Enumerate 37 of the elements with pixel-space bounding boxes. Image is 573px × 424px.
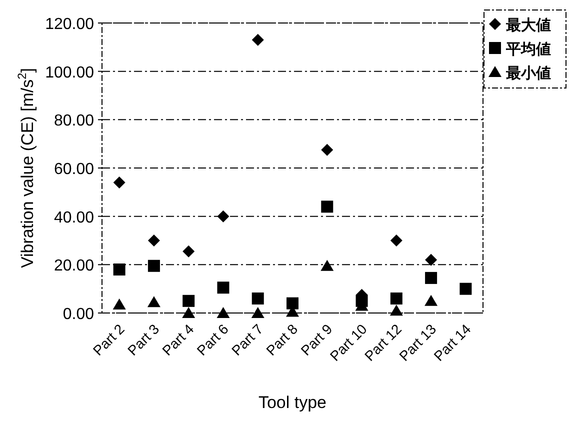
point xyxy=(217,282,230,294)
point xyxy=(390,234,402,246)
point xyxy=(321,200,334,213)
point xyxy=(286,297,298,310)
point xyxy=(460,282,472,295)
point xyxy=(148,234,160,246)
y-tick-label: 20.00 xyxy=(54,258,94,275)
legend-label: 最小値 xyxy=(505,65,551,82)
point xyxy=(147,296,160,308)
point xyxy=(113,176,126,188)
point xyxy=(425,254,438,266)
legend-label: 最大値 xyxy=(505,17,551,34)
point xyxy=(182,245,195,258)
point xyxy=(252,34,264,46)
point xyxy=(252,292,264,304)
point xyxy=(390,292,402,304)
point xyxy=(425,272,438,284)
legend-label: 平均値 xyxy=(505,41,551,58)
point xyxy=(321,144,334,156)
point xyxy=(216,307,230,318)
point xyxy=(182,307,196,318)
point xyxy=(251,307,264,318)
point xyxy=(320,260,334,271)
point xyxy=(112,298,126,310)
y-tick-label: 100.00 xyxy=(45,64,94,82)
x-axis-title: Tool type xyxy=(258,393,327,412)
y-tick-label: 40.00 xyxy=(54,209,94,226)
y-tick-label: 120.00 xyxy=(45,16,94,33)
y-tick-label: 80.00 xyxy=(54,112,94,130)
point xyxy=(217,210,230,222)
y-tick-label: 60.00 xyxy=(54,161,94,178)
point xyxy=(148,260,160,272)
point xyxy=(390,304,403,316)
y-tick-label: 0.00 xyxy=(62,306,94,323)
point xyxy=(182,294,195,307)
point xyxy=(113,264,126,276)
point xyxy=(424,294,438,306)
